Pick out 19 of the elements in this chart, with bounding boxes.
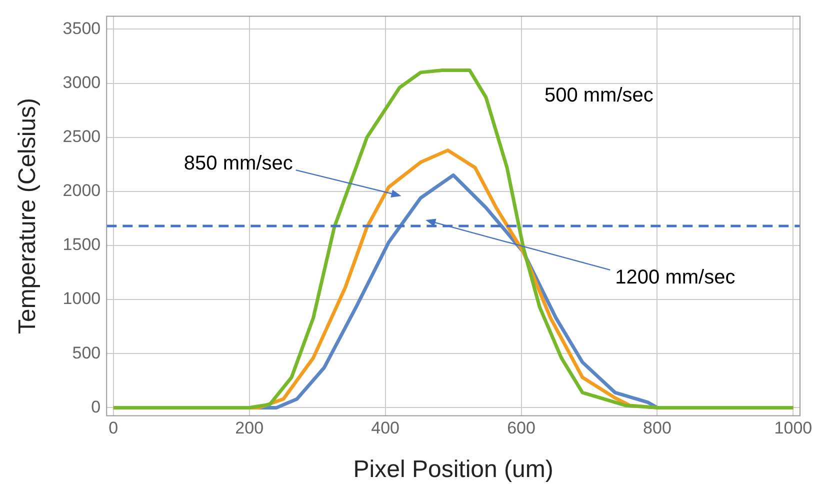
x-tick-label: 800: [643, 418, 672, 438]
y-tick-label: 0: [91, 397, 101, 416]
x-tick-label: 0: [108, 418, 118, 438]
y-tick-label: 1500: [62, 235, 101, 254]
x-axis-title: Pixel Position (um): [353, 456, 554, 484]
y-tick-label: 3500: [62, 18, 101, 38]
annotation: 500 mm/sec: [544, 84, 654, 107]
x-tick-label: 600: [507, 418, 536, 438]
y-axis-title: Temperature (Celsius): [14, 98, 42, 334]
y-tick-label: 500: [72, 343, 101, 362]
y-tick-label: 2500: [62, 127, 101, 146]
x-tick-label: 200: [235, 418, 264, 438]
y-tick-label: 2000: [62, 181, 101, 200]
x-tick-label: 400: [371, 418, 400, 438]
annotation: 850 mm/sec: [184, 152, 293, 175]
y-tick-label: 1000: [62, 289, 101, 308]
x-tick-label: 1000: [774, 418, 812, 438]
y-tick-label: 3000: [62, 72, 101, 92]
annotation: 1200 mm/sec: [615, 266, 736, 288]
